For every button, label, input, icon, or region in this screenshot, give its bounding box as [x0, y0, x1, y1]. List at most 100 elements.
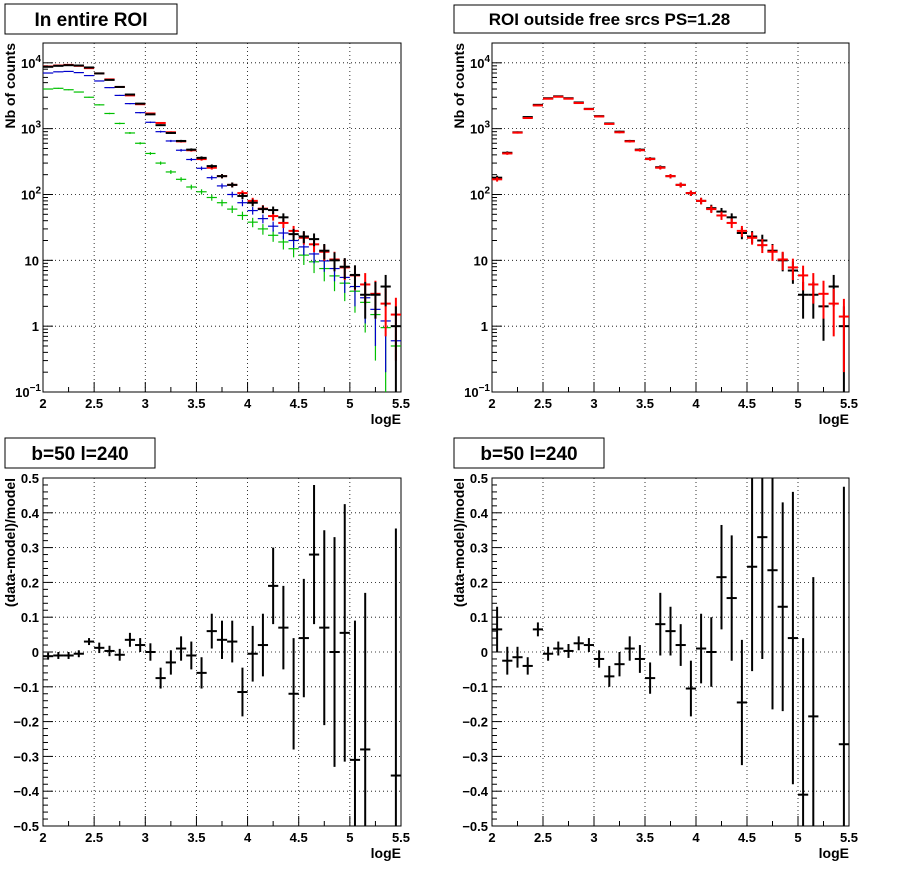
x-tick-label: 3.5 — [187, 830, 205, 845]
x-tick-label: 2 — [488, 396, 495, 411]
plot-frame — [491, 42, 850, 393]
data-point — [227, 191, 238, 198]
data-point — [237, 667, 248, 717]
y-tick-label: −0.3 — [13, 749, 39, 764]
data-point — [380, 274, 391, 307]
data-point — [83, 74, 95, 77]
data-point — [73, 91, 84, 93]
y-tick-label: −0.5 — [462, 819, 488, 834]
data-point — [83, 638, 95, 646]
data-point — [798, 265, 809, 291]
y-tick-label: 102 — [470, 185, 490, 202]
data-point — [155, 667, 166, 689]
data-point — [257, 613, 269, 677]
data-point — [73, 72, 84, 74]
y-tick-label: 10 — [25, 253, 39, 268]
data-point — [237, 199, 248, 207]
x-tick-label: 2 — [488, 830, 495, 845]
panel-title-box: b=50 l=240 — [4, 437, 156, 469]
x-tick-label: 2.5 — [534, 830, 552, 845]
data-point — [268, 229, 279, 242]
data-point — [726, 218, 737, 229]
panel-title-frame — [453, 4, 766, 34]
data-point — [757, 478, 768, 659]
data-point — [818, 280, 829, 319]
data-point — [349, 620, 361, 826]
x-tick-label: 5.5 — [840, 830, 858, 845]
data-point — [614, 131, 625, 134]
data-point — [675, 182, 686, 188]
data-point — [63, 70, 74, 73]
data-point — [604, 665, 615, 687]
data-point — [522, 117, 533, 120]
data-point — [583, 638, 594, 652]
data-point — [736, 225, 747, 237]
y-axis-title: (data-model)/model — [451, 478, 467, 607]
data-point — [145, 113, 156, 116]
x-tick-label: 4.5 — [738, 396, 756, 411]
data-point — [247, 207, 258, 215]
data-point — [645, 157, 656, 161]
data-point — [532, 104, 543, 107]
y-tick-label: 0 — [32, 645, 39, 660]
panel-title-frame — [453, 437, 605, 469]
y-tick-label: 0.1 — [470, 610, 488, 625]
data-point — [767, 478, 778, 710]
y-tick-label: 1 — [32, 319, 39, 334]
data-point — [268, 206, 279, 215]
data-point — [83, 66, 95, 69]
data-point — [349, 265, 361, 290]
data-point — [685, 660, 696, 717]
data-point — [43, 65, 54, 68]
y-axis-title: (data-model)/model — [2, 478, 18, 607]
y-tick-label: −0.2 — [462, 715, 488, 730]
data-point — [83, 96, 95, 98]
y-tick-label: 10−1 — [15, 383, 41, 400]
y-tick-label: −0.1 — [13, 680, 39, 695]
data-point — [777, 251, 788, 271]
data-point — [298, 231, 309, 244]
data-point — [94, 642, 105, 654]
data-point — [43, 652, 54, 660]
data-point — [787, 258, 798, 281]
data-point — [165, 170, 176, 174]
data-point — [726, 535, 737, 661]
data-point — [175, 636, 187, 661]
x-tick-label: 4.5 — [290, 396, 308, 411]
y-tick-label: 0.5 — [21, 471, 39, 486]
x-tick-label: 5 — [346, 396, 353, 411]
data-point — [135, 111, 146, 114]
data-point — [696, 613, 707, 684]
data-point — [573, 102, 584, 105]
y-tick-label: 0.3 — [21, 541, 39, 556]
y-tick-label: 0.2 — [470, 575, 488, 590]
x-tick-label: 2.5 — [85, 830, 103, 845]
data-point — [206, 164, 217, 168]
data-point — [339, 258, 350, 280]
series-4 — [43, 64, 401, 392]
data-point — [828, 288, 839, 337]
data-point — [563, 97, 574, 100]
y-tick-label: 0.2 — [21, 575, 39, 590]
data-point — [165, 131, 176, 134]
data-point — [73, 650, 84, 658]
data-point — [155, 130, 166, 133]
data-point — [360, 281, 371, 319]
y-tick-label: −0.1 — [462, 680, 488, 695]
x-tick-label: 4 — [692, 830, 700, 845]
data-point — [186, 158, 197, 162]
y-tick-label: 104 — [470, 54, 490, 71]
data-point — [124, 132, 136, 134]
data-point — [94, 104, 105, 106]
data-point — [94, 72, 105, 75]
panel-title: ROI outside free srcs PS=1.28 — [489, 10, 730, 29]
data-point — [390, 306, 401, 392]
data-point — [196, 189, 207, 195]
panel-title-frame — [4, 437, 156, 469]
data-point — [53, 64, 64, 67]
data-point — [339, 504, 350, 762]
data-point — [838, 486, 849, 826]
x-tick-label: 5.5 — [392, 830, 410, 845]
